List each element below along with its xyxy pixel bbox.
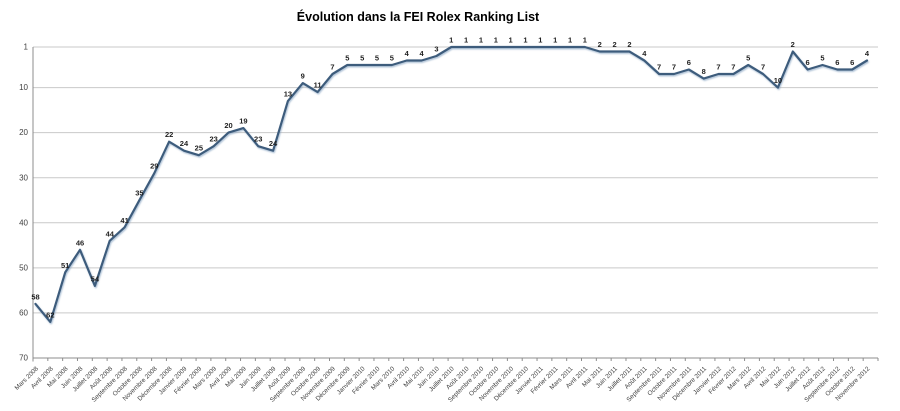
y-axis-label: 40 <box>19 218 28 227</box>
data-point-label: 11 <box>314 81 322 90</box>
data-point-label: 4 <box>405 49 410 58</box>
data-point-label: 1 <box>479 36 483 45</box>
data-point-label: 5 <box>375 54 379 63</box>
gridlines <box>33 46 878 359</box>
series-line <box>34 45 869 323</box>
data-point-label: 1 <box>494 36 498 45</box>
data-point-label: 1 <box>509 36 513 45</box>
data-point-label: 6 <box>687 58 691 67</box>
data-point-label: 3 <box>434 45 438 54</box>
data-point-label: 13 <box>284 90 292 99</box>
data-point-label: 1 <box>553 36 557 45</box>
data-point-label: 1 <box>583 36 587 45</box>
y-axis-label: 1 <box>24 43 29 52</box>
data-point-label: 24 <box>180 139 189 148</box>
data-point-label: 7 <box>330 63 334 72</box>
data-point-label: 2 <box>598 40 602 49</box>
data-point-label: 41 <box>120 216 128 225</box>
data-point-label: 7 <box>657 63 661 72</box>
data-point-label: 2 <box>791 40 795 49</box>
data-point-label: 20 <box>224 121 232 130</box>
data-point-label: 23 <box>210 135 218 144</box>
chart-title: Évolution dans la FEI Rolex Ranking List <box>297 9 540 24</box>
data-point-label: 25 <box>195 144 203 153</box>
data-point-label: 35 <box>135 189 143 198</box>
data-point-label: 23 <box>254 135 262 144</box>
data-point-label: 2 <box>612 40 616 49</box>
series-polyline <box>34 45 869 323</box>
data-point-label: 5 <box>360 54 364 63</box>
data-point-label: 46 <box>76 238 84 247</box>
data-point-label: 24 <box>269 139 278 148</box>
y-axis-label: 10 <box>19 83 28 92</box>
data-point-label: 8 <box>702 67 706 76</box>
data-point-label: 44 <box>106 229 115 238</box>
data-point-label: 5 <box>390 54 394 63</box>
data-point-label: 22 <box>165 130 173 139</box>
data-point-label: 5 <box>345 54 349 63</box>
y-axis-label: 60 <box>19 309 28 318</box>
data-point-label: 4 <box>642 49 647 58</box>
data-point-label: 29 <box>150 162 158 171</box>
data-point-label: 10 <box>774 76 782 85</box>
data-point-label: 6 <box>850 58 854 67</box>
data-point-label: 1 <box>538 36 542 45</box>
data-point-label: 51 <box>61 261 69 270</box>
data-point-label: 1 <box>568 36 572 45</box>
data-point-label: 7 <box>761 63 765 72</box>
y-axis-label: 50 <box>19 263 28 272</box>
y-axis-label: 30 <box>19 173 28 182</box>
data-point-label: 1 <box>464 36 468 45</box>
data-point-label: 4 <box>865 49 870 58</box>
data-point-label: 7 <box>731 63 735 72</box>
data-point-label: 2 <box>627 40 631 49</box>
y-axis-labels: 1 10 20 30 40 50 60 70 <box>19 43 28 363</box>
data-point-label: 54 <box>91 274 100 283</box>
data-point-label: 5 <box>820 54 824 63</box>
data-point-label: 9 <box>301 72 305 81</box>
axes <box>32 47 879 362</box>
data-point-label: 6 <box>806 58 810 67</box>
data-point-label: 19 <box>239 117 247 126</box>
data-point-label: 4 <box>419 49 424 58</box>
data-point-label: 1 <box>523 36 527 45</box>
data-labels: 5862514654444135292224252320192324139117… <box>31 36 870 320</box>
y-axis-label: 20 <box>19 128 28 137</box>
data-point-label: 7 <box>672 63 676 72</box>
data-point-label: 7 <box>716 63 720 72</box>
data-point-label: 1 <box>449 36 453 45</box>
y-axis-label: 70 <box>19 354 28 363</box>
data-point-label: 5 <box>746 54 750 63</box>
data-point-label: 58 <box>31 292 39 301</box>
data-point-label: 6 <box>835 58 839 67</box>
data-point-label: 62 <box>46 310 54 319</box>
